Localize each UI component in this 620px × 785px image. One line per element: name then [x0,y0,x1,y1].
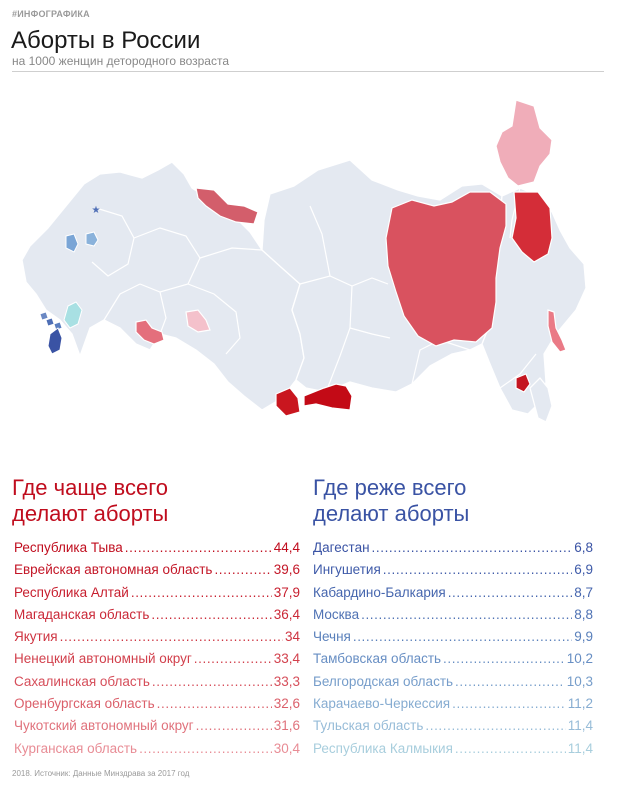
region-kalmykia [63,301,83,329]
header-divider [12,71,604,72]
list-item: Тульская область11,4 [313,718,593,740]
list-item: Сахалинская область33,3 [14,674,300,696]
high-list: Республика Тыва44,4 Еврейская автономная… [14,540,300,763]
page-title: Аборты в России [11,27,201,54]
hashtag-label: #ИНФОГРАФИКА [12,9,90,19]
region-orenburg [135,319,165,345]
list-item: Чечня9,9 [313,629,593,651]
list-item: Курганская область30,4 [14,741,300,763]
high-title-line1: Где чаще всего [12,475,168,500]
list-item: Москва8,8 [313,607,593,629]
page-subtitle: на 1000 женщин детородного возраста [12,54,230,68]
list-item: Ингушетия6,9 [313,562,593,584]
region-kabardino [45,317,55,327]
low-list: Дагестан6,8 Ингушетия6,9 Кабардино-Балка… [313,540,593,763]
list-item: Чукотский автономный округ31,6 [14,718,300,740]
region-tuva [303,383,353,411]
region-karachay [39,311,49,321]
list-item: Республика Алтай37,9 [14,585,300,607]
list-item: Карачаево-Черкессия11,2 [313,696,593,718]
region-nenets [195,187,259,225]
region-yakutia [385,191,507,347]
low-title-line1: Где реже всего [313,475,467,500]
region-west-russia [21,161,305,411]
region-magadan [511,191,553,263]
russia-map: ★ [21,99,587,423]
list-item: Белгородская область10,3 [313,674,593,696]
region-dagestan [47,327,63,355]
region-east-coast [529,377,553,423]
list-item: Республика Калмыкия11,4 [313,741,593,763]
list-item: Еврейская автономная область39,6 [14,562,300,584]
region-chukotka [495,99,553,187]
region-sakhalin [547,309,567,353]
source-footnote: 2018. Источник: Данные Минздрава за 2017… [12,769,190,778]
region-altai [275,387,301,417]
region-belgorod [65,233,79,253]
region-kurgan [185,309,211,333]
region-borders [91,187,537,393]
list-item: Тамбовская область10,2 [313,651,593,673]
high-column-title: Где чаще всего делают аборты [12,475,168,527]
list-item: Оренбургская область32,6 [14,696,300,718]
high-title-line2: делают аборты [12,501,169,526]
list-item: Ненецкий автономный округ33,4 [14,651,300,673]
list-item: Республика Тыва44,4 [14,540,300,562]
map-base [21,159,587,423]
star-icon: ★ [92,205,101,216]
list-item: Магаданская область36,4 [14,607,300,629]
low-column-title: Где реже всего делают аборты [313,475,469,527]
region-tambov [85,231,99,247]
list-item: Якутия34 [14,629,300,651]
low-title-line2: делают аборты [313,501,470,526]
list-item: Кабардино-Балкария8,7 [313,585,593,607]
region-chechnya [53,321,63,331]
region-jewish-ao [515,373,531,393]
list-item: Дагестан6,8 [313,540,593,562]
